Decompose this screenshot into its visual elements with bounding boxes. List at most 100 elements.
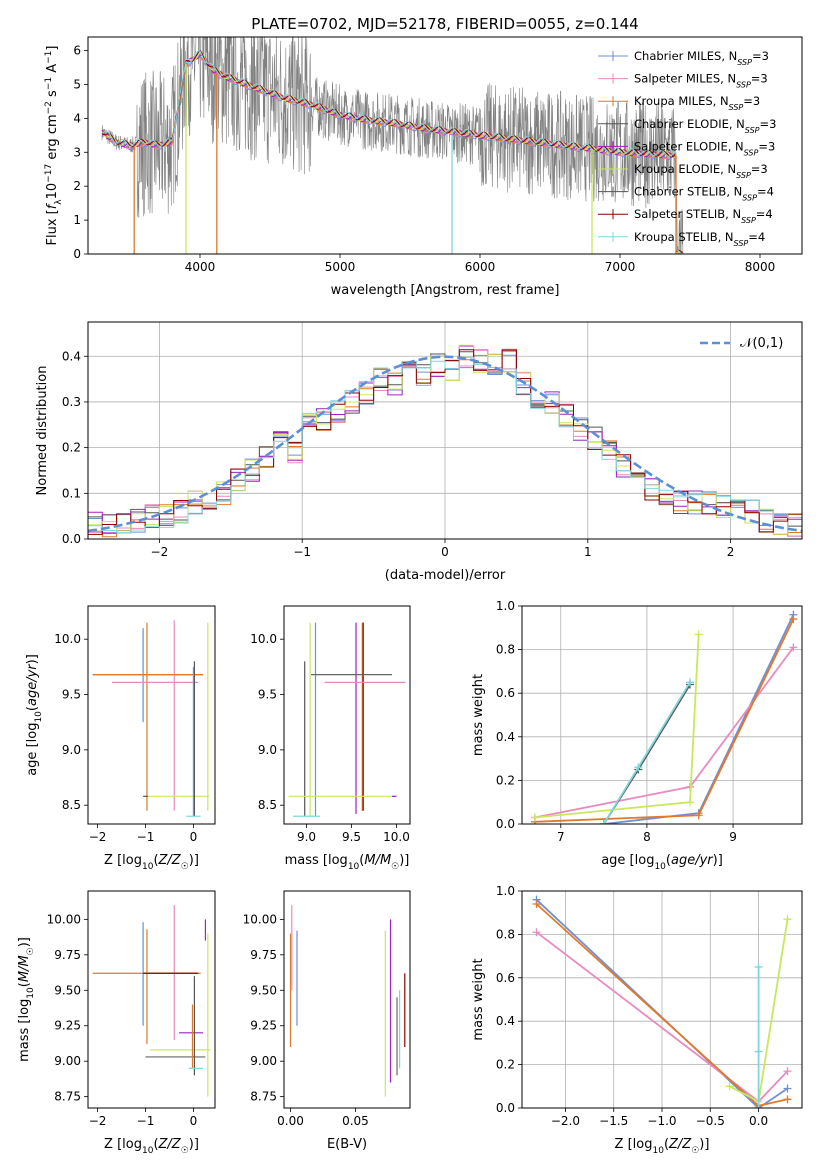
residuals-frame (87, 321, 803, 540)
legend-entry: Kroupa MILES, NSSP=3 (634, 94, 760, 112)
mass_vs_ebv-ytick-label: 10.00 (243, 912, 277, 926)
weight-point (599, 820, 608, 824)
mass_vs_ebv-panel: 0.00 0.05 8.75 9.00 9.25 9.50 9.75 10.00 E(B-V) (243, 890, 411, 1152)
age_vs_Z-xtick-label: 0 (190, 830, 198, 844)
age_vs_mass-ytick-label: 9.0 (258, 743, 277, 757)
residual-histogram (88, 356, 802, 534)
spectrum-plot (101, 37, 684, 254)
weight-point (686, 678, 694, 687)
model-spectrum-line (101, 54, 683, 254)
residuals-xtick-label: −1 (293, 545, 311, 559)
mass_vs_ebv-ytick-label: 9.25 (250, 1019, 277, 1033)
mass_vs_Z-xtick-label: −2 (89, 1114, 107, 1128)
residuals-xtick-label: 2 (727, 545, 735, 559)
normal-curve (88, 355, 802, 533)
normal-legend-label: 𝒩(0,1) (740, 336, 783, 351)
weight_vs_age-ytick-label: 0.0 (496, 817, 515, 831)
weight-vs-age-xlabel: age [log10(age/yr)] (601, 853, 723, 872)
weight-point (694, 811, 703, 820)
weight_vs_age-ytick-label: 1.0 (496, 599, 515, 613)
age_vs_mass-ytick-label: 9.5 (258, 688, 277, 702)
age_vs_Z-panel: −2 −1 0 8.5 9.0 9.5 10.0 Z [log10(Z/Z☉)] age [lo… (25, 605, 216, 872)
spectrum-panel: 4000 5000 6000 7000 8000 0 1 2 3 4 5 6 wavelength [A… (44, 36, 803, 298)
weight-point (789, 615, 798, 624)
weight-point (694, 630, 703, 639)
spectrum-xtick-label: 5000 (325, 260, 356, 274)
age_vs_mass-plot (288, 622, 406, 817)
spectrum-ytick-label: 1 (73, 213, 81, 227)
mass-vs-ebv-xlabel: E(B-V) (327, 1137, 367, 1152)
residuals-xlabel: (data-model)/error (385, 568, 506, 583)
mass_vs_ebv-ytick-label: 9.00 (250, 1054, 277, 1068)
mass_vs_ebv-ytick-label: 9.75 (250, 948, 277, 962)
weight_vs_Z-ytick-label: 0.4 (496, 1014, 515, 1028)
mass_vs_Z-ytick-label: 9.25 (54, 1019, 81, 1033)
legend-entry: Kroupa ELODIE, NSSP=3 (634, 162, 768, 180)
mass_vs_Z-xtick-label: −1 (137, 1114, 155, 1128)
weight-point (686, 798, 694, 807)
residuals-panel: −2 −1 0 1 2 0.0 0.1 0.2 0.3 0.4 𝒩(0,1) (data-model)… (35, 321, 803, 583)
age_vs_mass-panel: 9.0 9.5 10.0 8.5 9.0 9.5 10.0 mass [log10(M/M☉)… (250, 605, 411, 872)
weight-point (783, 1084, 792, 1093)
age_vs_Z-ytick-label: 10.0 (54, 632, 81, 646)
weight_vs_Z-xtick-label: −0.5 (696, 1114, 725, 1128)
weight_vs_Z-grid (522, 890, 802, 1109)
weight_vs_Z-ytick-label: 1.0 (496, 884, 515, 898)
weight_vs_age-frame (521, 605, 803, 825)
age_vs_Z-xtick-label: −2 (89, 830, 107, 844)
model-spectrum-line (101, 50, 683, 254)
spectrum-xtick-label: 4000 (185, 260, 216, 274)
weight_vs_age-ytick-label: 0.2 (496, 773, 515, 787)
weight-point (725, 1082, 734, 1091)
residuals-xtick-label: 1 (584, 545, 592, 559)
spectrum-xtick-label: 6000 (465, 260, 496, 274)
mass_vs_Z-panel: −2 −1 0 8.75 9.00 9.25 9.50 9.75 10.00 Z [log10(Z… (17, 890, 216, 1156)
weight_vs_Z-xtick-label: −2.0 (551, 1114, 580, 1128)
weight_vs_Z-frame (521, 890, 803, 1109)
model-spectrum-line (101, 51, 683, 254)
spectrum-ytick-label: 2 (73, 179, 81, 193)
mass_vs_Z-xtick-label: 0 (190, 1114, 198, 1128)
weight-point (789, 643, 798, 652)
weight_vs_Z-ylabel: mass weight (471, 958, 486, 1040)
age_vs_Z-plot (92, 620, 210, 817)
residuals-ytick-label: 0.2 (62, 441, 81, 455)
weight_vs_Z-xtick-label: 0.0 (749, 1114, 768, 1128)
mass_vs_Z-ytick-label: 9.50 (54, 983, 81, 997)
legend-entry: Chabrier MILES, NSSP=3 (634, 49, 769, 67)
weight_vs_Z-ytick-label: 0.8 (496, 927, 515, 941)
age-vs-Z-xlabel: Z [log10(Z/Z☉)] (104, 853, 199, 872)
weight_vs_Z-xtick-label: −1.0 (647, 1114, 676, 1128)
observed-spectrum (101, 37, 684, 254)
weight-point (783, 915, 792, 924)
mass_vs_ebv-frame (283, 890, 411, 1109)
weight-point (754, 962, 763, 971)
age_vs_Z-frame (87, 605, 216, 825)
spectrum-xtick-label: 7000 (605, 260, 636, 274)
mass_vs_ebv-xtick-label: 0.05 (342, 1114, 369, 1128)
legend-entry: Salpeter ELODIE, NSSP=3 (634, 139, 775, 157)
residuals-plot (88, 344, 802, 538)
mass_vs_Z-ytick-label: 9.75 (54, 948, 81, 962)
residuals-ytick-label: 0.4 (62, 349, 81, 363)
weight_vs_age-xtick-label: 8 (643, 830, 651, 844)
residuals-ytick-label: 0.0 (62, 532, 81, 546)
weight-point (783, 1067, 792, 1076)
weight_vs_age-grid (522, 605, 802, 825)
age-vs-Z-ylabel: age [log10(age/yr)] (25, 654, 44, 776)
mass_vs_ebv-plot (289, 905, 406, 1097)
legend-entry: Salpeter MILES, NSSP=3 (634, 72, 768, 90)
weight_vs_age-panel: 7 8 9 0.0 0.2 0.4 0.6 0.8 1.0 mass weight age [log… (471, 599, 803, 872)
mass-vs-Z-ylabel: mass [log10(M/M☉)] (17, 937, 36, 1062)
weight-point (532, 928, 541, 937)
residuals-ylabel: Normed distribution (35, 366, 50, 496)
weight_vs_age-xtick-label: 9 (729, 830, 737, 844)
legend-entry: Chabrier STELIB, NSSP=4 (634, 185, 774, 203)
weight-point (530, 813, 539, 822)
weight-point (783, 1095, 792, 1104)
weight-point (532, 900, 541, 909)
spectrum-legend: Chabrier MILES, NSSP=3 Salpeter MILES, NS… (598, 49, 776, 247)
spectrum-ytick-label: 4 (73, 111, 81, 125)
age_vs_mass-ytick-label: 10.0 (250, 632, 277, 646)
